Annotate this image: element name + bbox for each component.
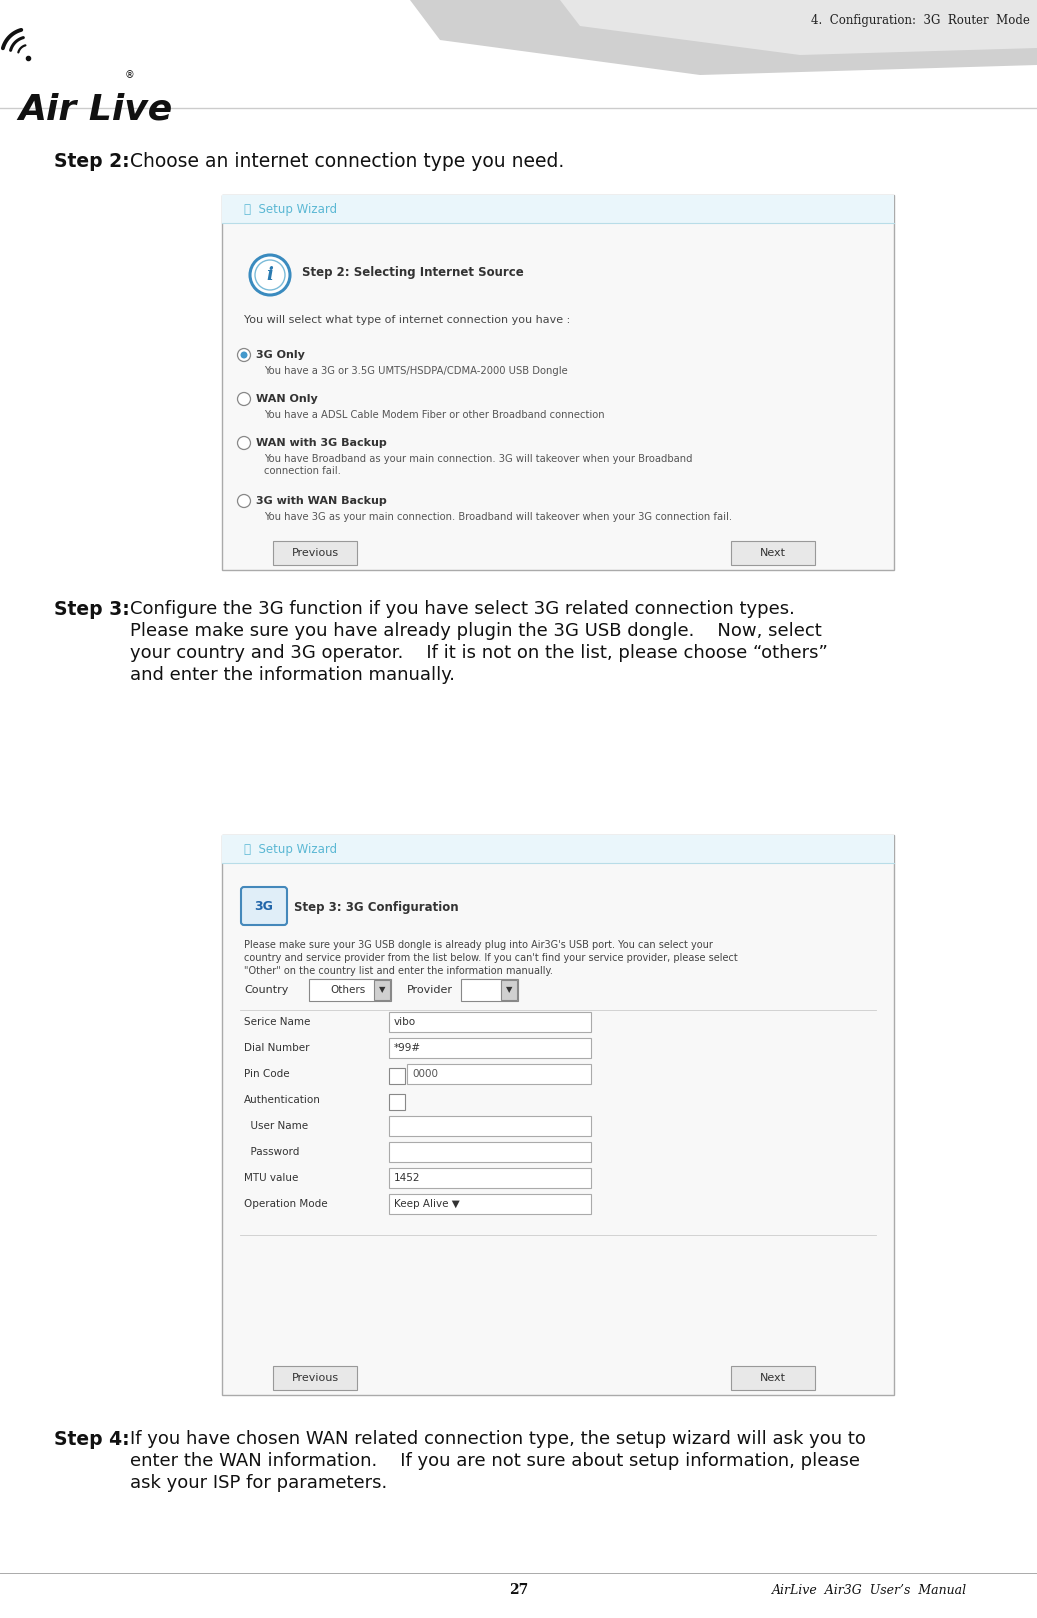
Text: Country: Country [244, 985, 288, 995]
Text: country and service provider from the list below. If you can't find your service: country and service provider from the li… [244, 953, 737, 963]
Text: Please make sure you have already plugin the 3G USB dongle.    Now, select: Please make sure you have already plugin… [130, 621, 821, 641]
Text: Air Live: Air Live [18, 92, 172, 126]
Text: Operation Mode: Operation Mode [244, 1199, 328, 1209]
Text: MTU value: MTU value [244, 1173, 299, 1183]
FancyBboxPatch shape [309, 979, 391, 1002]
FancyBboxPatch shape [389, 1194, 591, 1214]
FancyBboxPatch shape [731, 540, 815, 565]
Text: Please make sure your 3G USB dongle is already plug into Air3G's USB port. You c: Please make sure your 3G USB dongle is a… [244, 940, 712, 950]
Text: You have a 3G or 3.5G UMTS/HSDPA/CDMA-2000 USB Dongle: You have a 3G or 3.5G UMTS/HSDPA/CDMA-20… [264, 366, 567, 375]
Circle shape [255, 260, 285, 290]
FancyBboxPatch shape [389, 1116, 591, 1136]
Text: ▼: ▼ [506, 985, 512, 995]
Text: Step 2:: Step 2: [54, 152, 130, 172]
Text: Step 2: Selecting Internet Source: Step 2: Selecting Internet Source [302, 265, 524, 278]
Text: You have Broadband as your main connection. 3G will takeover when your Broadband: You have Broadband as your main connecti… [264, 455, 693, 464]
Text: Step 3:: Step 3: [54, 600, 130, 620]
Text: vibo: vibo [394, 1018, 416, 1027]
Text: Dial Number: Dial Number [244, 1044, 309, 1053]
Circle shape [241, 351, 248, 359]
Text: You have a ADSL Cable Modem Fiber or other Broadband connection: You have a ADSL Cable Modem Fiber or oth… [264, 409, 605, 421]
Text: If you have chosen WAN related connection type, the setup wizard will ask you to: If you have chosen WAN related connectio… [130, 1430, 866, 1448]
Text: Step 3: 3G Configuration: Step 3: 3G Configuration [295, 901, 458, 914]
FancyBboxPatch shape [407, 1065, 591, 1084]
Text: Step 4:: Step 4: [54, 1430, 130, 1450]
Polygon shape [560, 0, 1037, 55]
Bar [501, 981, 517, 1000]
Text: Previous: Previous [291, 1374, 338, 1383]
Text: 3G with WAN Backup: 3G with WAN Backup [256, 497, 387, 506]
Bar [222, 835, 894, 862]
Text: "Other" on the country list and enter the information manually.: "Other" on the country list and enter th… [244, 966, 553, 976]
Text: i: i [267, 265, 274, 285]
Bar [222, 835, 894, 1395]
Text: Keep Alive ▼: Keep Alive ▼ [394, 1199, 459, 1209]
Text: Previous: Previous [291, 549, 338, 558]
FancyBboxPatch shape [273, 1366, 357, 1390]
Text: Ⓢ  Setup Wizard: Ⓢ Setup Wizard [244, 202, 337, 215]
Text: Serice Name: Serice Name [244, 1018, 310, 1027]
Text: enter the WAN information.    If you are not sure about setup information, pleas: enter the WAN information. If you are no… [130, 1451, 860, 1471]
Text: Ⓢ  Setup Wizard: Ⓢ Setup Wizard [244, 843, 337, 856]
Polygon shape [410, 0, 1037, 74]
Text: 27: 27 [509, 1582, 528, 1597]
Circle shape [237, 393, 251, 406]
Circle shape [250, 256, 290, 294]
Text: 1452: 1452 [394, 1173, 420, 1183]
Circle shape [237, 495, 251, 508]
Text: Pin Code: Pin Code [244, 1069, 289, 1079]
Text: Choose an internet connection type you need.: Choose an internet connection type you n… [130, 152, 564, 172]
FancyBboxPatch shape [731, 1366, 815, 1390]
FancyBboxPatch shape [273, 540, 357, 565]
Text: ask your ISP for parameters.: ask your ISP for parameters. [130, 1474, 387, 1492]
Text: connection fail.: connection fail. [264, 466, 341, 476]
Text: ▼: ▼ [379, 985, 386, 995]
Text: AirLive  Air3G  User’s  Manual: AirLive Air3G User’s Manual [773, 1584, 968, 1597]
Bar [222, 196, 894, 223]
Text: You have 3G as your main connection. Broadband will takeover when your 3G connec: You have 3G as your main connection. Bro… [264, 511, 732, 523]
Bar [374, 981, 390, 1000]
FancyBboxPatch shape [389, 1094, 405, 1110]
Text: You will select what type of internet connection you have :: You will select what type of internet co… [244, 316, 570, 325]
Text: WAN with 3G Backup: WAN with 3G Backup [256, 438, 387, 448]
Text: Password: Password [244, 1147, 300, 1157]
Text: 4.  Configuration:  3G  Router  Mode: 4. Configuration: 3G Router Mode [811, 15, 1030, 28]
FancyBboxPatch shape [389, 1168, 591, 1188]
Text: ®: ® [125, 70, 135, 79]
FancyBboxPatch shape [389, 1142, 591, 1162]
Text: and enter the information manually.: and enter the information manually. [130, 667, 455, 684]
Text: 3G Only: 3G Only [256, 349, 305, 359]
Circle shape [237, 437, 251, 450]
FancyBboxPatch shape [461, 979, 518, 1002]
Text: Configure the 3G function if you have select 3G related connection types.: Configure the 3G function if you have se… [130, 600, 795, 618]
FancyBboxPatch shape [389, 1011, 591, 1032]
FancyBboxPatch shape [241, 887, 287, 925]
Text: Next: Next [760, 549, 786, 558]
Circle shape [237, 348, 251, 361]
Text: 3G: 3G [254, 900, 274, 913]
Bar [222, 196, 894, 570]
Text: Provider: Provider [407, 985, 453, 995]
Text: Others: Others [331, 985, 366, 995]
Text: Next: Next [760, 1374, 786, 1383]
Text: User Name: User Name [244, 1121, 308, 1131]
Text: Authentication: Authentication [244, 1095, 320, 1105]
FancyBboxPatch shape [389, 1068, 405, 1084]
Text: *99#: *99# [394, 1044, 421, 1053]
Text: 0000: 0000 [412, 1069, 438, 1079]
Text: WAN Only: WAN Only [256, 395, 317, 404]
Text: your country and 3G operator.    If it is not on the list, please choose “others: your country and 3G operator. If it is n… [130, 644, 828, 662]
FancyBboxPatch shape [389, 1039, 591, 1058]
